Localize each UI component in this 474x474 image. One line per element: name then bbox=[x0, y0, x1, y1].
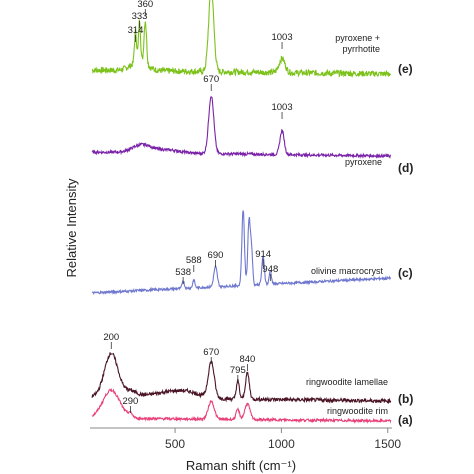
x-tick-label: 1000 bbox=[268, 437, 295, 451]
spectrum-name: ringwoodite rim bbox=[327, 406, 388, 416]
spectrum-name: pyroxene bbox=[345, 157, 382, 167]
spectrum-line bbox=[91, 96, 392, 160]
peak-label: 1003 bbox=[271, 102, 292, 113]
peak-label: 200 bbox=[103, 332, 119, 343]
spectra-layer bbox=[91, 0, 392, 424]
x-axis: 500 1000 1500 bbox=[90, 427, 401, 451]
peak-label: 290 bbox=[122, 396, 138, 407]
peak-label: 333 bbox=[132, 11, 148, 22]
panel-letter: (d) bbox=[398, 161, 413, 175]
peak-label: 588 bbox=[186, 255, 202, 266]
panel-letter: (c) bbox=[398, 266, 413, 280]
spectrum-line bbox=[91, 210, 392, 296]
y-axis-title: Relative Intensity bbox=[64, 178, 79, 277]
panel-letter: (a) bbox=[398, 413, 413, 427]
peak-label: 314 bbox=[128, 25, 144, 36]
spectrum-line bbox=[91, 387, 392, 424]
spectrum-name: ringwoodite lamellae bbox=[306, 377, 388, 387]
peak-label: 1003 bbox=[271, 32, 292, 43]
spectrum-name: pyroxene + bbox=[335, 33, 380, 43]
x-tick-label: 1500 bbox=[374, 437, 401, 451]
panel-letter: (b) bbox=[398, 392, 413, 406]
peak-label: 670 bbox=[203, 74, 219, 85]
spectrum-name: pyrrhotite bbox=[342, 44, 380, 54]
peak-label: 360 bbox=[137, 0, 153, 10]
x-tick-label: 500 bbox=[165, 437, 185, 451]
spectrum-line bbox=[91, 352, 392, 404]
panel-letter: (e) bbox=[398, 62, 413, 76]
peak-label: 840 bbox=[239, 354, 255, 365]
peak-label: 690 bbox=[208, 250, 224, 261]
spectrum-name: olivine macrocryst bbox=[311, 266, 384, 276]
peak-label: 914 bbox=[255, 249, 271, 260]
spectrum-line bbox=[91, 0, 392, 78]
peak-label: 948 bbox=[262, 264, 278, 275]
peak-label: 795 bbox=[230, 365, 246, 376]
x-axis-title: Raman shift (cm⁻¹) bbox=[186, 458, 296, 473]
peak-label: 670 bbox=[203, 347, 219, 358]
peak-label: 538 bbox=[175, 267, 191, 278]
